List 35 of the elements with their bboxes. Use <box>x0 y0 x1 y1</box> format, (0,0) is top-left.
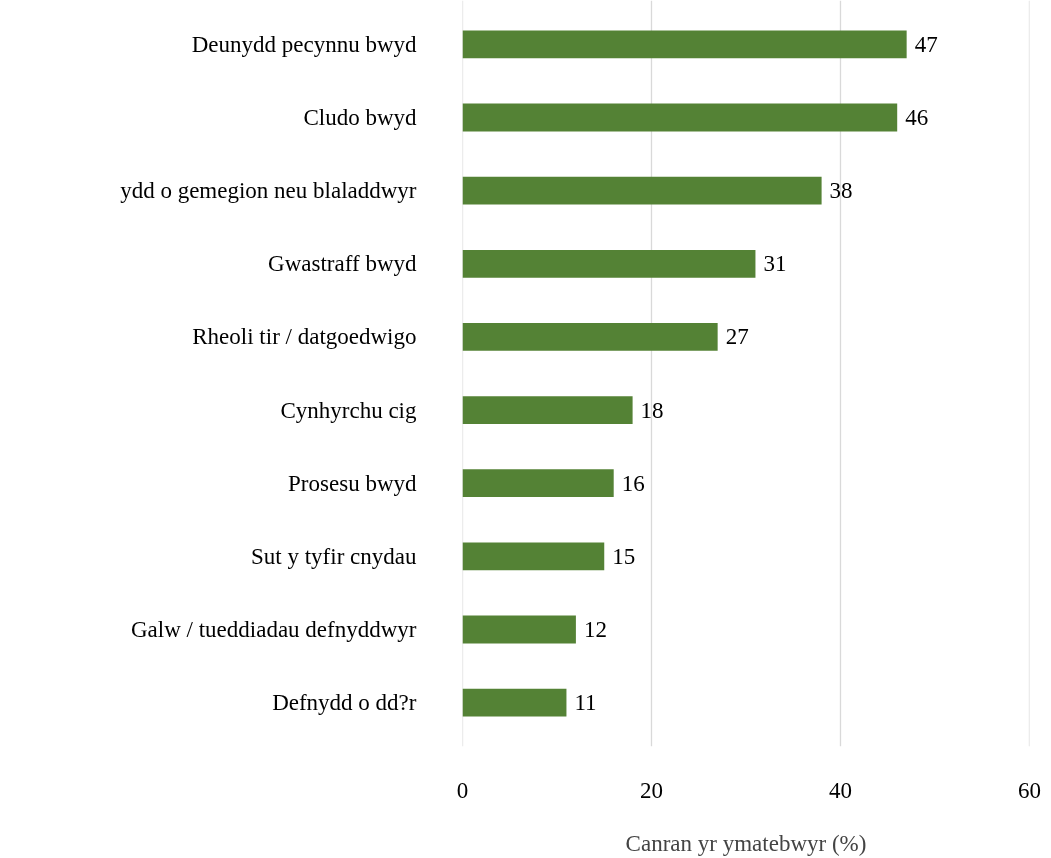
y-tick-label: Prosesu bwyd <box>288 470 417 496</box>
data-label: 31 <box>763 251 787 277</box>
bar <box>462 323 718 351</box>
bar <box>462 396 633 424</box>
y-tick-label: Cludo bwyd <box>303 105 417 131</box>
bar <box>462 176 822 205</box>
data-label: 47 <box>914 31 938 57</box>
y-tick-label: Deunydd pecynnu bwyd <box>191 31 417 57</box>
bar <box>462 688 567 717</box>
data-label: 38 <box>829 178 853 204</box>
y-tick-label: Sut y tyfir cnydau <box>251 543 417 569</box>
data-label: 15 <box>612 543 636 569</box>
data-label: 46 <box>905 105 929 131</box>
x-tick-label: 0 <box>456 777 469 803</box>
y-tick-label: Rheoli tir / datgoedwigo <box>192 324 417 350</box>
x-axis-title: Canran yr ymatebwyr (%) <box>625 830 867 856</box>
data-label: 18 <box>640 397 664 423</box>
data-label: 12 <box>583 616 607 642</box>
x-tick-label: 40 <box>829 777 852 803</box>
y-tick-label: Defnydd o dd?r <box>272 690 417 716</box>
x-tick-label: 20 <box>640 777 663 803</box>
bar <box>462 103 898 132</box>
y-tick-label: Cynhyrchu cig <box>280 397 417 423</box>
x-tick-label: 60 <box>1018 777 1041 803</box>
bar <box>462 542 605 571</box>
data-label: 27 <box>725 324 749 350</box>
y-tick-label: Gwastraff bwyd <box>268 251 417 277</box>
y-tick-label: Galw / tueddiadau defnyddwyr <box>131 616 417 642</box>
bar <box>462 30 907 59</box>
data-label: 11 <box>574 690 597 716</box>
y-tick-label: ydd o gemegion neu blaladdwyr <box>120 178 417 204</box>
bar <box>462 249 756 278</box>
data-label: 16 <box>621 470 645 496</box>
bar <box>462 615 576 644</box>
bar <box>462 469 614 498</box>
